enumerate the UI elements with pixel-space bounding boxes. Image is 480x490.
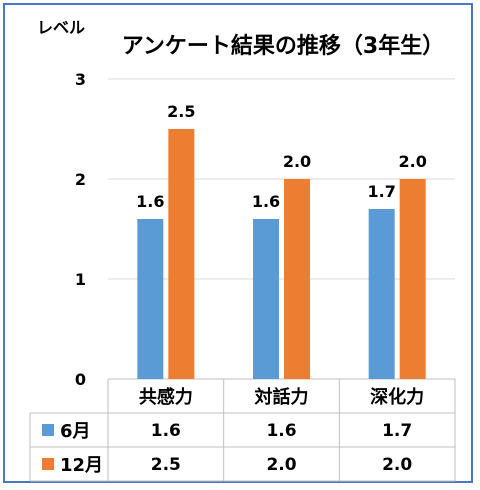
data-label: 2.0 [398,152,426,171]
legend-label: 6月 [60,421,91,442]
table-cell: 2.0 [266,455,296,475]
bar-jun-2 [368,209,395,379]
data-label: 2.5 [167,102,195,121]
data-label: 1.6 [252,192,280,211]
table-cell: 2.0 [382,455,412,475]
bar-jun-1 [253,219,279,379]
category-label: 共感力 [139,386,193,408]
chart-title: アンケート結果の推移（3年生） [122,33,444,59]
data-label: 1.7 [367,182,395,201]
data-label: 1.6 [136,192,164,211]
y-tick-label: 3 [75,70,86,89]
category-label: 深化力 [370,386,424,408]
table-cell: 1.6 [151,421,181,441]
table-cell: 1.6 [266,421,296,441]
legend-swatch [42,458,54,470]
y-tick-label: 2 [75,170,86,189]
y-tick-label: 0 [75,370,86,389]
bar-dec-0 [168,129,195,379]
bar-dec-2 [399,179,426,379]
legend-label: 12月 [60,455,103,476]
y-axis-label: レベル [37,18,85,37]
table-cell: 1.7 [382,421,412,441]
legend-swatch [42,424,54,436]
y-tick-label: 1 [75,270,86,289]
data-label: 2.0 [283,152,311,171]
category-label: 対話力 [254,386,309,408]
bar-dec-1 [284,179,310,379]
table-cell: 2.5 [151,455,181,475]
bar-jun-0 [137,219,164,379]
